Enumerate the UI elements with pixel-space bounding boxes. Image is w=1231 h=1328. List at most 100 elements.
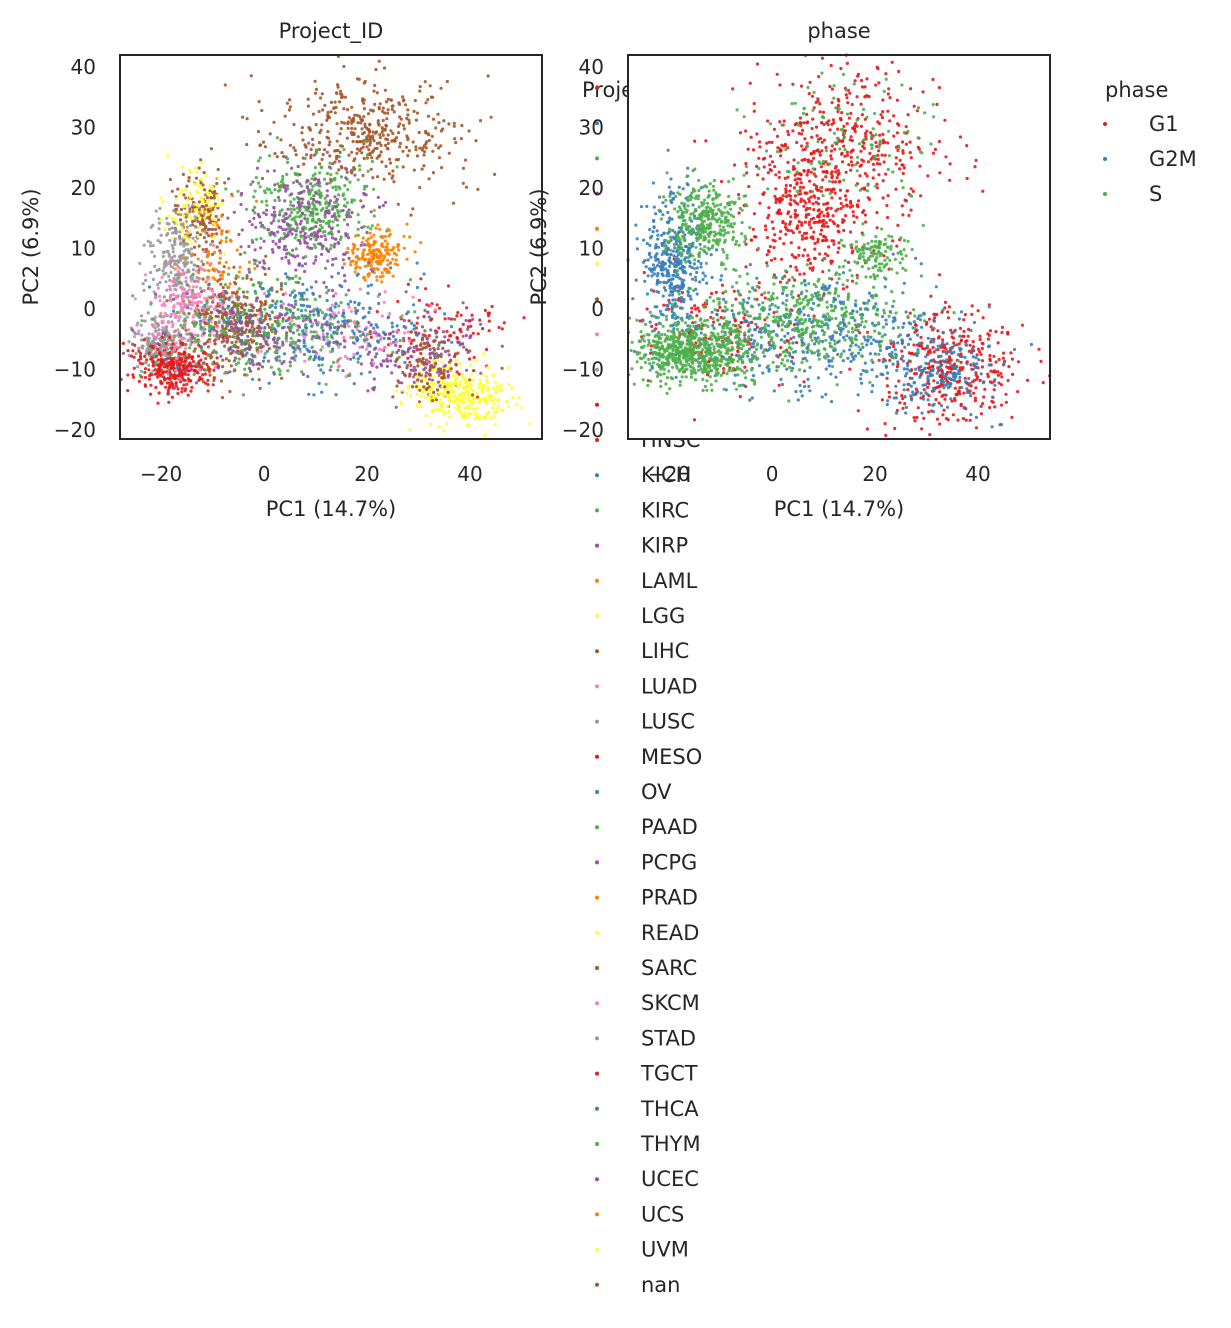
data-point (302, 162, 306, 166)
data-point (169, 372, 173, 376)
data-point (877, 173, 881, 177)
data-point (211, 243, 216, 248)
data-point (320, 123, 324, 127)
data-point (304, 145, 308, 149)
data-point (763, 224, 768, 228)
data-point (406, 108, 410, 112)
data-point (224, 370, 228, 374)
data-point (194, 285, 199, 289)
data-point (216, 204, 220, 208)
data-point (330, 288, 335, 293)
data-point (901, 171, 905, 176)
data-point (146, 311, 150, 315)
data-point (210, 234, 214, 238)
data-point (441, 400, 445, 405)
data-point (191, 321, 196, 325)
data-point (437, 341, 441, 345)
data-point (886, 109, 890, 113)
data-point (137, 349, 141, 353)
data-point (328, 368, 332, 372)
data-point (456, 406, 460, 410)
data-point (136, 365, 140, 369)
data-point (337, 100, 342, 104)
data-point (346, 188, 350, 192)
data-point (248, 328, 252, 332)
data-point (307, 349, 311, 354)
data-point (245, 373, 249, 377)
data-point (814, 125, 819, 129)
data-point (207, 283, 211, 287)
data-point (171, 297, 176, 301)
legend-label: KIRC (641, 498, 689, 522)
data-point (372, 388, 376, 392)
data-point (204, 174, 208, 178)
data-point (347, 208, 351, 212)
data-point (219, 379, 223, 383)
data-point (172, 356, 176, 361)
data-point (395, 384, 399, 388)
data-point (142, 338, 146, 342)
data-point (471, 401, 475, 405)
data-point (379, 262, 383, 266)
data-point (187, 366, 191, 371)
data-point (795, 268, 799, 272)
data-point (443, 381, 447, 385)
data-point (308, 128, 312, 132)
data-point (834, 209, 838, 213)
data-point (756, 173, 760, 177)
data-point (453, 137, 457, 141)
data-point (861, 159, 866, 163)
data-point (372, 139, 376, 143)
data-point (428, 368, 432, 373)
data-point (303, 143, 307, 147)
data-point (161, 199, 165, 203)
data-point (408, 339, 412, 343)
data-point (468, 349, 472, 353)
data-point (206, 383, 210, 387)
data-point (397, 243, 401, 247)
data-point (840, 111, 844, 115)
data-point (339, 237, 343, 242)
data-point (176, 204, 180, 208)
data-point (159, 218, 163, 222)
data-point (151, 323, 155, 327)
data-point (368, 306, 372, 310)
data-point (391, 248, 395, 252)
data-point (277, 219, 281, 223)
data-point (398, 339, 402, 343)
data-point (182, 193, 186, 197)
data-point (378, 292, 382, 296)
data-point (831, 180, 835, 184)
data-point (387, 252, 391, 256)
data-point (237, 361, 241, 365)
data-point (144, 361, 148, 365)
data-point (849, 150, 853, 154)
data-point (198, 217, 202, 221)
data-point (393, 262, 397, 266)
legend-marker (595, 578, 599, 583)
data-point (370, 358, 374, 362)
data-point (213, 277, 217, 281)
data-point (191, 268, 195, 272)
data-point (157, 221, 161, 225)
data-point (381, 245, 385, 249)
data-point (378, 205, 382, 209)
data-point (886, 92, 890, 96)
data-point (778, 83, 782, 87)
data-point (195, 231, 199, 235)
data-point (258, 185, 262, 189)
data-point (386, 133, 390, 137)
data-point (389, 359, 393, 363)
data-point (369, 167, 373, 171)
data-point (294, 268, 298, 272)
data-point (174, 197, 179, 201)
data-point (327, 143, 331, 147)
data-point (218, 256, 222, 260)
data-point (731, 87, 735, 91)
data-point (257, 367, 261, 371)
data-point (215, 295, 219, 299)
data-point (256, 350, 260, 354)
data-point (291, 248, 295, 252)
data-point (259, 349, 263, 353)
data-point (347, 288, 351, 292)
